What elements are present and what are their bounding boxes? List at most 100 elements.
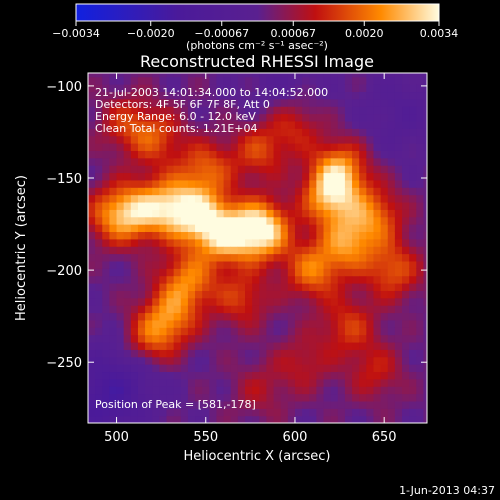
heatmap-cell [273, 238, 282, 247]
heatmap-cell [209, 319, 218, 328]
heatmap-cell [337, 334, 346, 343]
heatmap-cell [195, 246, 203, 255]
heatmap-cell [180, 216, 189, 225]
heatmap-cell [237, 334, 246, 343]
heatmap-cell [416, 76, 425, 85]
heatmap-cell [202, 157, 210, 166]
heatmap-cell [416, 113, 425, 122]
heatmap-cell [330, 128, 339, 137]
heatmap-cell [187, 76, 196, 85]
heatmap-cell [187, 400, 196, 409]
heatmap-cell [294, 128, 303, 137]
heatmap-cell [416, 253, 425, 262]
heatmap-cell [266, 371, 275, 380]
heatmap-cell [352, 356, 360, 365]
heatmap-cell [259, 209, 268, 218]
heatmap-cell [102, 305, 111, 314]
heatmap-cell [323, 268, 332, 277]
heatmap-cell [259, 408, 268, 417]
heatmap-cell [116, 393, 125, 402]
heatmap-cell [173, 305, 182, 314]
x-tick-label: 650 [372, 430, 397, 445]
heatmap-cell [159, 408, 168, 417]
heatmap-cell [230, 253, 239, 262]
heatmap-cell [423, 135, 427, 144]
heatmap-cell [145, 120, 153, 129]
heatmap-cell [159, 334, 168, 343]
heatmap-cell [423, 187, 427, 196]
heatmap-cell [123, 341, 132, 350]
heatmap-cell [95, 349, 103, 358]
heatmap-cell [130, 327, 139, 336]
heatmap-cell [352, 76, 360, 85]
heatmap-cell [423, 231, 427, 240]
heatmap-cell [202, 364, 210, 373]
heatmap-cell [252, 393, 260, 402]
heatmap-cell [280, 356, 289, 365]
heatmap-cell [309, 157, 317, 166]
heatmap-cell [123, 91, 132, 100]
heatmap-cell [173, 349, 182, 358]
heatmap-cell [280, 364, 289, 373]
heatmap-cell [409, 135, 417, 144]
heatmap-cell [252, 98, 260, 107]
heatmap-cell [409, 327, 417, 336]
heatmap-cell [223, 209, 232, 218]
heatmap-cell [187, 246, 196, 255]
heatmap-cell [95, 334, 103, 343]
heatmap-cell [387, 157, 396, 166]
heatmap-cell [252, 408, 260, 417]
heatmap-cell [223, 283, 232, 291]
heatmap-cell [166, 231, 175, 240]
heatmap-cell [230, 187, 239, 196]
heatmap-cell [316, 157, 325, 166]
heatmap-cell [237, 341, 246, 350]
heatmap-cell [152, 216, 160, 225]
heatmap-cell [137, 128, 146, 137]
heatmap-cell [209, 364, 218, 373]
heatmap-cell [352, 283, 360, 291]
heatmap-cell [330, 91, 339, 100]
heatmap-cell [123, 106, 132, 115]
heatmap-cell [102, 334, 111, 343]
heatmap-cell [409, 408, 417, 417]
heatmap-cell [209, 290, 218, 299]
heatmap-cell [287, 349, 296, 358]
heatmap-cell [387, 334, 396, 343]
heatmap-cell [123, 356, 132, 365]
heatmap-cell [266, 327, 275, 336]
heatmap-cell [416, 150, 425, 159]
heatmap-cell [409, 187, 417, 196]
heatmap-cell [173, 327, 182, 336]
heatmap-cell [330, 283, 339, 291]
heatmap-cell [187, 253, 196, 262]
heatmap-cell [259, 371, 268, 380]
heatmap-cell [116, 297, 125, 306]
heatmap-cell [116, 400, 125, 409]
heatmap-cell [352, 209, 360, 218]
heatmap-cell [337, 268, 346, 277]
heatmap-cell [287, 150, 296, 159]
heatmap-cell [273, 91, 282, 100]
heatmap-cell [195, 364, 203, 373]
heatmap-cell [152, 283, 160, 291]
heatmap-cell [423, 290, 427, 299]
heatmap-cell [102, 327, 111, 336]
heatmap-cell [359, 356, 367, 365]
heatmap-cell [309, 231, 317, 240]
heatmap-cell [88, 165, 96, 174]
heatmap-cell [102, 98, 111, 107]
heatmap-cell [95, 106, 103, 115]
heatmap-cell [380, 371, 389, 380]
heatmap-cell [180, 415, 189, 423]
heatmap-cell [409, 179, 417, 188]
heatmap-cell [245, 393, 253, 402]
heatmap-cell [130, 157, 139, 166]
heatmap-cell [366, 128, 375, 137]
heatmap-cell [309, 194, 317, 203]
heatmap-cell [173, 209, 182, 218]
heatmap-cell [266, 135, 275, 144]
heatmap-cell [402, 238, 410, 247]
heatmap-cell [102, 238, 111, 247]
heatmap-cell [380, 349, 389, 358]
